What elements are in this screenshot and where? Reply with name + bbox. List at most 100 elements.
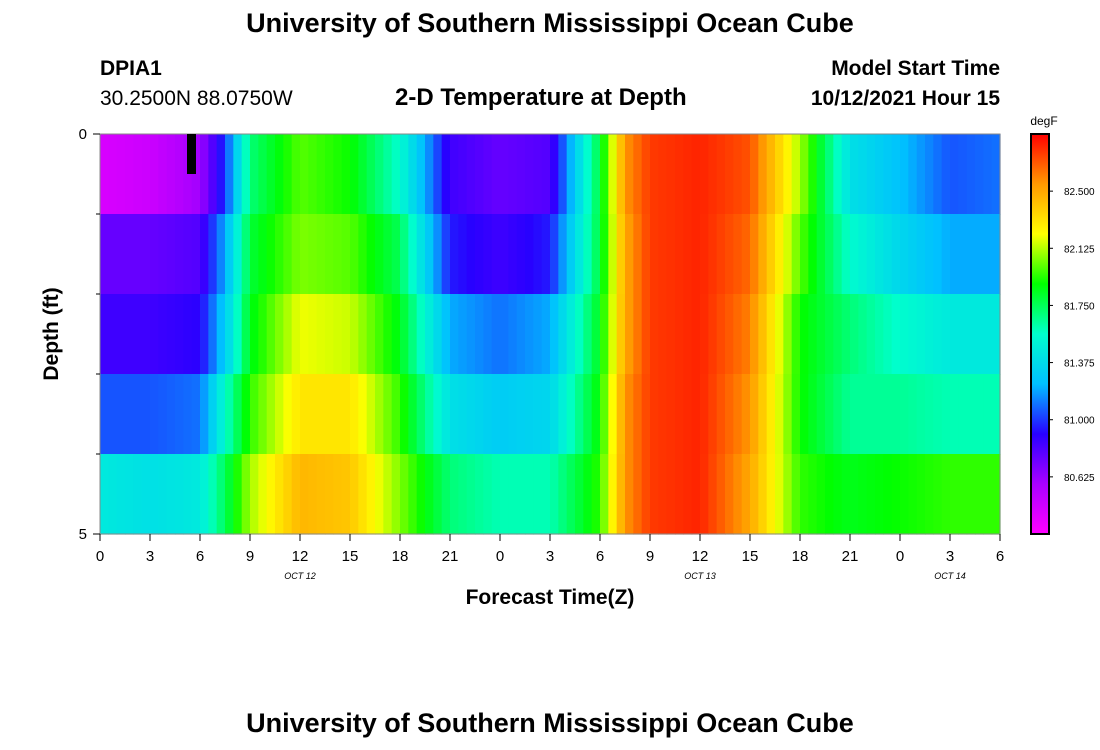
y-tick-label: 0 bbox=[79, 126, 87, 143]
heatmap-cell bbox=[400, 214, 409, 295]
heatmap-cell bbox=[183, 214, 193, 295]
heatmap-cell bbox=[300, 294, 309, 375]
heatmap-cell bbox=[116, 214, 126, 295]
heatmap-cell bbox=[900, 134, 909, 215]
y-axis-label: Depth (ft) bbox=[40, 287, 63, 380]
heatmap-cell bbox=[383, 374, 393, 455]
heatmap-cell bbox=[641, 214, 651, 295]
heatmap-cell bbox=[808, 134, 818, 215]
heatmap-cell bbox=[216, 214, 226, 295]
heatmap-cell bbox=[541, 134, 551, 215]
heatmap-cell bbox=[750, 214, 759, 295]
heatmap-cell bbox=[975, 374, 984, 455]
heatmap-cell bbox=[141, 214, 151, 295]
heatmap-cell bbox=[250, 454, 259, 535]
heatmap-cell bbox=[733, 374, 743, 455]
heatmap-cell bbox=[500, 134, 509, 215]
heatmap-cell bbox=[250, 294, 259, 375]
heatmap-cell bbox=[333, 374, 343, 455]
heatmap-cell bbox=[550, 214, 559, 295]
heatmap-cell bbox=[666, 134, 676, 215]
heatmap-cell bbox=[350, 294, 359, 375]
heatmap-cell bbox=[358, 294, 368, 375]
heatmap-cell bbox=[533, 454, 543, 535]
heatmap-cell bbox=[325, 374, 334, 455]
heatmap-cell bbox=[766, 374, 776, 455]
heatmap-cell bbox=[250, 374, 259, 455]
heatmap-cell bbox=[333, 134, 343, 215]
heatmap-cell bbox=[250, 134, 259, 215]
heatmap-cell bbox=[133, 134, 143, 215]
heatmap-cell bbox=[383, 134, 393, 215]
heatmap-cell bbox=[741, 294, 751, 375]
heatmap-cell bbox=[158, 374, 168, 455]
heatmap-cell bbox=[933, 214, 943, 295]
heatmap-cell bbox=[325, 454, 334, 535]
heatmap-cell bbox=[908, 374, 918, 455]
heatmap-cell bbox=[141, 374, 151, 455]
heatmap-cell bbox=[641, 454, 651, 535]
heatmap-cell bbox=[991, 134, 1001, 215]
heatmap-cell bbox=[708, 214, 718, 295]
heatmap-cell bbox=[825, 134, 834, 215]
heatmap-cell bbox=[566, 454, 576, 535]
heatmap-cell bbox=[483, 134, 493, 215]
heatmap-cell bbox=[375, 134, 384, 215]
heatmap-cell bbox=[116, 294, 126, 375]
heatmap-cell bbox=[858, 214, 868, 295]
heatmap-cell bbox=[391, 294, 401, 375]
heatmap-cell bbox=[433, 134, 443, 215]
heatmap-cell bbox=[175, 214, 184, 295]
heatmap-cell bbox=[216, 454, 226, 535]
heatmap-cell bbox=[883, 294, 893, 375]
x-tick-label: 6 bbox=[996, 548, 1004, 565]
heatmap-cell bbox=[983, 134, 993, 215]
heatmap-cell bbox=[483, 214, 493, 295]
heatmap-cell bbox=[258, 134, 268, 215]
heatmap-cell bbox=[566, 134, 576, 215]
heatmap-cell bbox=[466, 454, 476, 535]
heatmap-cell bbox=[925, 214, 934, 295]
heatmap-cell bbox=[841, 454, 851, 535]
x-tick-label: 18 bbox=[392, 548, 409, 565]
heatmap-cell bbox=[150, 214, 159, 295]
heatmap-cell bbox=[583, 454, 593, 535]
x-date-label: OCT 14 bbox=[934, 571, 966, 581]
heatmap-cell bbox=[333, 214, 343, 295]
heatmap-cell bbox=[933, 454, 943, 535]
heatmap-cell bbox=[375, 294, 384, 375]
heatmap-cell bbox=[866, 374, 876, 455]
heatmap-cell bbox=[308, 214, 318, 295]
heatmap-cell bbox=[266, 454, 276, 535]
x-tick-label: 18 bbox=[792, 548, 809, 565]
heatmap-cell bbox=[183, 294, 193, 375]
heatmap-cell bbox=[875, 454, 884, 535]
heatmap-cell bbox=[125, 134, 134, 215]
heatmap-cell bbox=[775, 134, 784, 215]
heatmap-cell bbox=[700, 294, 709, 375]
heatmap-cell bbox=[808, 214, 818, 295]
heatmap-cell bbox=[650, 134, 659, 215]
heatmap-cell bbox=[933, 134, 943, 215]
heatmap-cell bbox=[966, 454, 976, 535]
heatmap-cell bbox=[616, 374, 626, 455]
heatmap-cell bbox=[883, 374, 893, 455]
heatmap-cell bbox=[325, 134, 334, 215]
heatmap-cell bbox=[966, 134, 976, 215]
heatmap-cell bbox=[108, 454, 118, 535]
heatmap-cell bbox=[816, 454, 826, 535]
heatmap-cell bbox=[975, 294, 984, 375]
colorbar-unit: degF bbox=[1030, 114, 1057, 128]
heatmap-cell bbox=[916, 214, 926, 295]
heatmap-cell bbox=[541, 454, 551, 535]
model-start-label: Model Start Time bbox=[831, 57, 1000, 80]
heatmap-cell bbox=[125, 294, 134, 375]
heatmap-cell bbox=[241, 374, 251, 455]
heatmap-cell bbox=[900, 374, 909, 455]
heatmap-cell bbox=[408, 214, 418, 295]
heatmap-cell bbox=[416, 134, 426, 215]
heatmap-cell bbox=[600, 454, 609, 535]
heatmap-cell bbox=[575, 454, 584, 535]
heatmap-cell bbox=[716, 214, 726, 295]
heatmap-cell bbox=[533, 134, 543, 215]
